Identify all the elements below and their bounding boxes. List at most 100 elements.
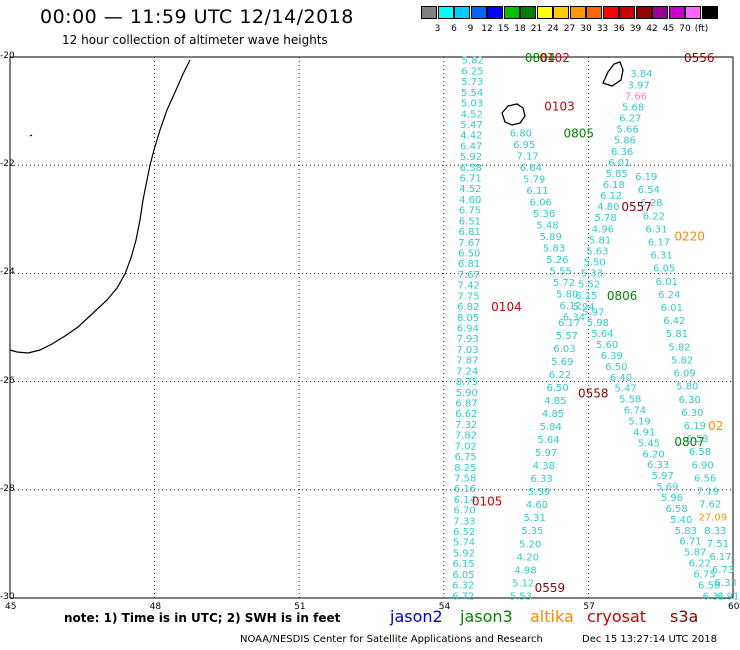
swh-value: 5.57 <box>556 331 578 342</box>
swh-value: 8.33 <box>704 526 726 537</box>
swh-value: 6.75 <box>454 452 476 463</box>
swh-value: 5.45 <box>638 438 660 449</box>
legend-swatch <box>619 6 635 19</box>
swh-value: 6.31 <box>703 591 725 602</box>
swh-value: 5.81 <box>666 329 688 340</box>
swh-value: 6.03 <box>553 344 575 355</box>
pass-id-label: 0105 <box>472 495 503 509</box>
swh-value: 6.64 <box>520 163 542 174</box>
legend-swatch <box>553 6 569 19</box>
swh-value: 7.33 <box>453 516 475 527</box>
swh-value: 6.70 <box>453 506 475 517</box>
pass-id-label: 0102 <box>539 51 570 65</box>
swh-value: 5.85 <box>605 169 627 180</box>
swh-value: 4.42 <box>460 131 482 142</box>
lat-lon-grid <box>10 57 733 598</box>
swh-value: 27.09 <box>698 513 727 524</box>
swh-value: 5.74 <box>453 538 475 549</box>
lat-tick-label: -26 <box>0 375 15 386</box>
legend-swatch <box>569 6 586 19</box>
swh-value: 6.15 <box>453 559 475 570</box>
swh-value: 6.30 <box>681 408 703 419</box>
pass-id-label: 0103 <box>544 100 575 114</box>
pass-id-label: 0220 <box>674 230 705 244</box>
legend-label: 21 <box>530 24 543 34</box>
lon-tick-label: 60 <box>728 602 740 612</box>
swh-value: 5.97 <box>652 471 674 482</box>
swh-value: 6.20 <box>642 449 664 460</box>
swh-value: 6.94 <box>457 324 479 335</box>
swh-value: 5.19 <box>628 417 650 428</box>
legend-label: 24 <box>547 24 559 34</box>
swh-value: 5.58 <box>619 395 641 406</box>
swh-value: 4.60 <box>526 500 548 511</box>
swh-value: 5.86 <box>614 136 636 147</box>
pass-id-label: 0557 <box>621 200 652 214</box>
swh-value: 6.42 <box>663 316 685 327</box>
map-title: 00:00 — 11:59 UTC 12/14/2018 <box>40 6 354 28</box>
pass-id-label: 0807 <box>674 435 705 449</box>
mauritius-island <box>602 61 624 87</box>
legend-swatch <box>470 6 487 19</box>
swh-value: 6.74 <box>624 406 646 417</box>
swh-value: 6.53 <box>686 434 708 445</box>
lat-tick-label: -22 <box>0 159 15 170</box>
swh-value: 5.82 <box>462 56 484 67</box>
swh-value: 6.31 <box>645 224 667 235</box>
swh-value: 6.91 <box>717 591 739 602</box>
swh-value: 6.36 <box>611 147 633 158</box>
legend-label: 70 <box>679 24 691 34</box>
swh-tracks: 5.826.255.735.545.034.525.474.426.475.92… <box>452 56 739 603</box>
legend-label: 45 <box>662 24 675 34</box>
reunion-island <box>501 103 526 126</box>
legend-swatch <box>586 6 602 19</box>
swh-value: 7.58 <box>454 473 476 484</box>
legend-label: 15 <box>497 24 510 34</box>
swh-value: 7.02 <box>455 441 477 452</box>
legend-label: 33 <box>596 24 609 34</box>
swh-value: 6.95 <box>513 140 535 151</box>
swh-value: 5.40 <box>670 515 692 526</box>
swh-value: 6.34 <box>563 313 585 324</box>
legend-swatch <box>487 6 503 19</box>
swh-value: 5.48 <box>536 221 558 232</box>
swh-value: 6.82 <box>457 302 479 313</box>
swh-value: 8.25 <box>454 463 476 474</box>
swh-value: 5.35 <box>521 526 543 537</box>
swh-value: 6.62 <box>455 409 477 420</box>
swh-value: 4.98 <box>514 565 536 576</box>
swh-value: 3.84 <box>630 69 652 80</box>
swh-value: 5.83 <box>675 526 697 537</box>
swh-value: 7.93 <box>457 334 479 345</box>
swh-value: 6.56 <box>694 473 716 484</box>
swh-value: 5.64 <box>537 435 559 446</box>
swh-value: 6.17 <box>558 318 580 329</box>
swh-value: 5.97 <box>535 448 557 459</box>
swh-value: 6.01 <box>656 277 678 288</box>
swh-value: 7.75 <box>457 291 479 302</box>
swh-value: 5.64 <box>591 329 613 340</box>
swh-value: 5.80 <box>676 382 698 393</box>
swh-value: 6.05 <box>653 264 675 275</box>
lon-tick-label: 51 <box>294 602 306 612</box>
swh-value: 6.14 <box>454 495 476 506</box>
swh-value: 6.71 <box>459 174 481 185</box>
legend-swatch <box>668 6 685 19</box>
swh-value: 5.78 <box>594 213 616 224</box>
legend-swatch <box>536 6 553 19</box>
swh-value: 5.60 <box>596 340 618 351</box>
legend-label: 36 <box>613 24 625 34</box>
swh-value: 6.73 <box>712 565 734 576</box>
swh-value: 6.05 <box>452 570 474 581</box>
swh-value: 6.17 <box>648 238 670 249</box>
swh-value: 7.03 <box>456 345 478 356</box>
tromelin-dot <box>29 134 33 137</box>
swh-value: 7.42 <box>458 281 480 292</box>
swh-value: 6.31 <box>650 251 672 262</box>
swh-value: 4.52 <box>459 184 481 195</box>
swh-value: 5.69 <box>551 357 573 368</box>
swh-value: 4.96 <box>592 224 614 235</box>
legend-swatch <box>437 6 454 19</box>
swh-value: 6.27 <box>619 114 641 125</box>
swh-value: 5.33 <box>581 269 603 280</box>
